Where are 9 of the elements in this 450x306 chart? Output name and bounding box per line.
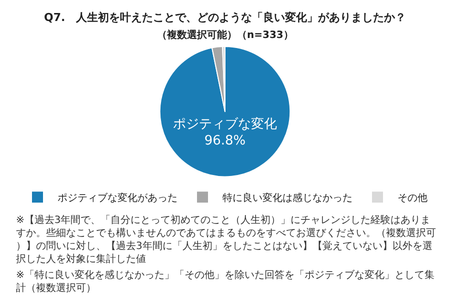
text: ※【過去3年間で、「自分にとって初めてのこと（人生初）」にチャレンジした経験はありますか。些細なことでも構いませんのであてはまるものをすべてお選びください。（複数選択可）】の問いに対し、【過去3年間に「人生初」をしたことはない】【覚えていない】以外を選択した人を対象に集計した値 [16,214,436,265]
legend-label: ポジティブな変化があった [58,192,178,204]
data-label: ポジティブな変化 96.8% [173,116,277,149]
legend-label: 特に良い変化は感じなかった [222,192,352,204]
text: ※「特に良い変化を感じなかった」「その他」を除いた回答を「ポジティブな変化」として集計（複数選択可） [16,269,434,294]
chart-title: Q7. 人生初を叶えたことで、どのような「良い変化」がありましたか？ [44,11,406,24]
legend-label: その他 [398,192,428,204]
pie-slice [159,46,291,178]
chart-subtitle: （複数選択可能）（n=333） [157,29,294,41]
